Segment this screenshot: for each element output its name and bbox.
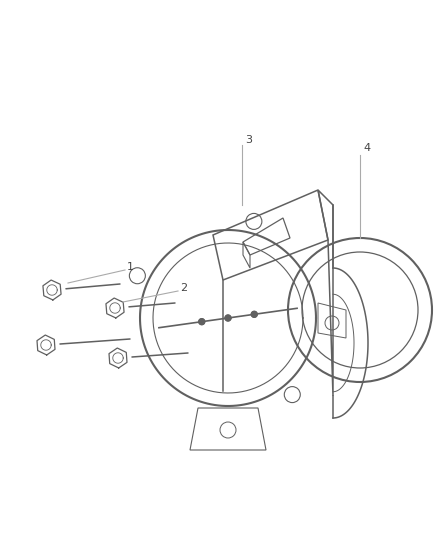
Text: 1: 1 <box>127 262 134 272</box>
Polygon shape <box>199 319 205 325</box>
Polygon shape <box>251 311 257 317</box>
Text: 2: 2 <box>180 283 187 293</box>
Text: 4: 4 <box>364 143 371 153</box>
Text: 3: 3 <box>246 135 252 145</box>
Polygon shape <box>225 315 231 321</box>
